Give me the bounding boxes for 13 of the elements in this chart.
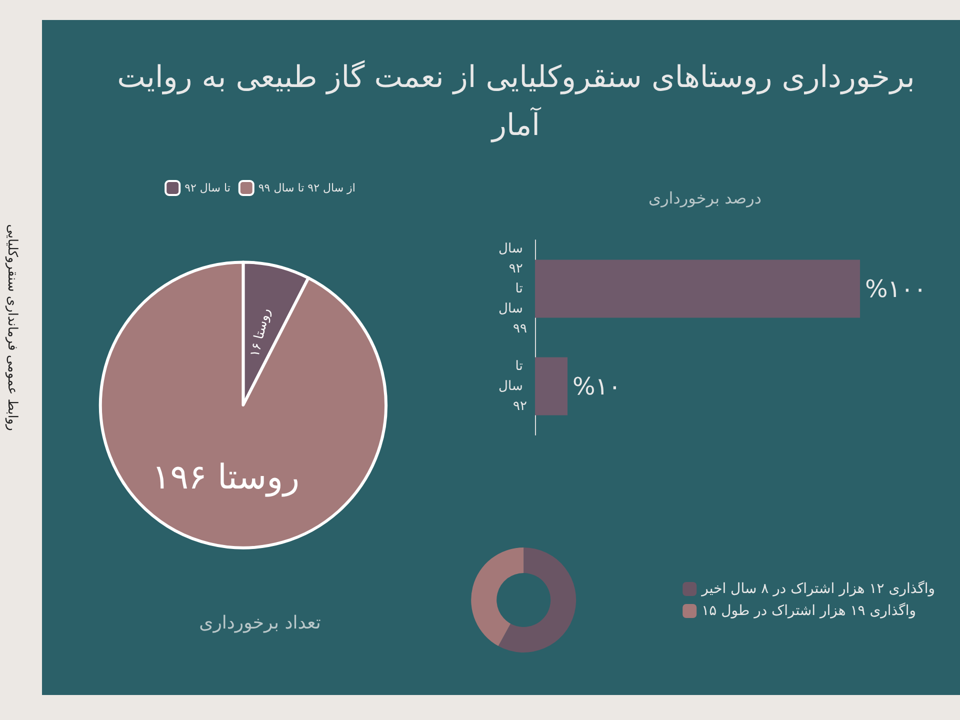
text: برخورداری روستاهای سنقروکلیایی از نعمت گاز طبیعی به روایت آمار [116, 59, 916, 145]
data-label: %۱۰ [572, 372, 622, 400]
legend-label: از سال ۹۲ تا سال ۹۹ [258, 182, 356, 194]
data-label: %۱۰۰ [865, 274, 926, 303]
legend-label: واگذاری ۱۹ هزار اشتراک در طول ۱۵ [702, 602, 916, 619]
y-tick-label: سال ۹۲ تا سال ۹۹ [498, 241, 528, 336]
data-label: ۱۹۶ روستا [152, 457, 300, 498]
legend-label: واگذاری ۱۲ هزار اشتراک در ۸ سال اخیر [700, 580, 936, 597]
text: تعداد برخورداری [199, 612, 321, 634]
chart-title: درصد برخورداری [648, 188, 762, 208]
text: روابط عمومی فرمانداری سنقروکلیایی [4, 223, 20, 433]
data-label: ۱۶ روستا [248, 306, 274, 358]
legend-label: تا سال ۹۲ [184, 182, 230, 194]
